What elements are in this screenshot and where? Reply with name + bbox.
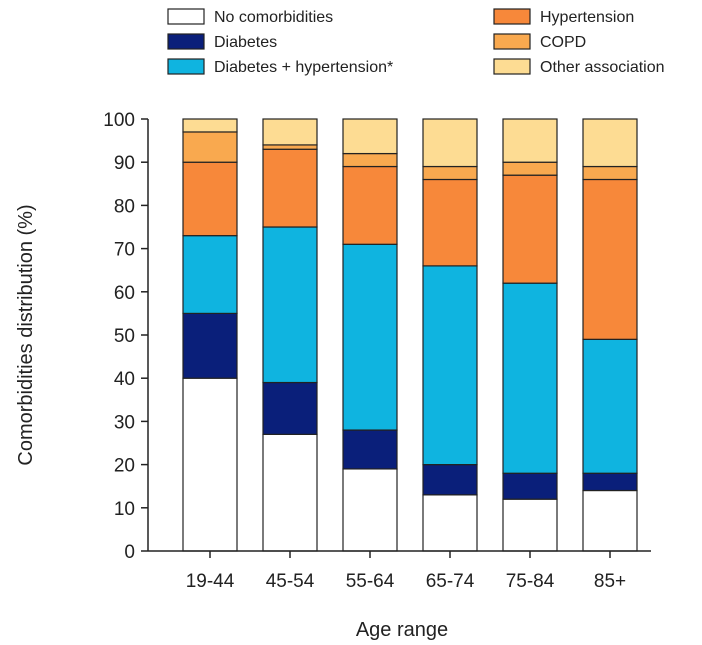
bar-segment-copd-85 — [582, 165, 638, 181]
bar-stack-55-64 — [342, 118, 398, 552]
bar-segment-diabetes-55-64 — [342, 429, 398, 470]
bar-segment-copd-45-54 — [262, 144, 318, 150]
bar-segment-other-association-65-74 — [422, 118, 478, 168]
bar-stack-75-84 — [502, 118, 558, 552]
x-tick-label-75-84: 75-84 — [506, 571, 555, 592]
bar-segment-hypertension-19-44 — [182, 161, 238, 237]
bar-segment-no-comorbidities-85 — [582, 489, 638, 552]
bar-segment-other-association-45-54 — [262, 118, 318, 146]
bar-segment-diabetes-45-54 — [262, 381, 318, 435]
y-tick-label-90: 90 — [114, 153, 135, 174]
y-axis-title: Comorbidities distribution (%) — [15, 204, 37, 465]
legend-item-other-association: Other association — [493, 58, 665, 76]
bar-segment-diabetes-hypertension-19-44 — [182, 235, 238, 315]
legend-item-copd: COPD — [493, 33, 586, 51]
bar-stack-45-54 — [262, 118, 318, 552]
legend-item-no-comorbidities: No comorbidities — [167, 8, 333, 26]
y-tick-label-70: 70 — [114, 240, 135, 261]
y-tick-label-100: 100 — [103, 110, 135, 131]
y-tick-label-60: 60 — [114, 283, 135, 304]
legend-swatch-diabetes-hypertension — [167, 58, 205, 75]
y-tick-label-20: 20 — [114, 456, 135, 477]
legend-swatch-hypertension — [493, 8, 531, 25]
legend-label-diabetes-hypertension: Diabetes + hypertension* — [214, 59, 393, 76]
legend: No comorbidities Diabetes Diabetes + hyper… — [167, 8, 665, 76]
bar-segment-diabetes-hypertension-75-84 — [502, 282, 558, 474]
legend-label-no-comorbidities: No comorbidities — [214, 9, 333, 26]
y-tick-label-0: 0 — [124, 542, 135, 563]
y-tick-label-50: 50 — [114, 326, 135, 347]
x-tick-label-55-64: 55-64 — [346, 571, 395, 592]
bar-stack-65-74 — [422, 118, 478, 552]
legend-label-other-association: Other association — [540, 59, 665, 76]
bar-segment-diabetes-hypertension-85 — [582, 338, 638, 474]
bar-segment-diabetes-hypertension-55-64 — [342, 243, 398, 431]
legend-item-diabetes: Diabetes — [167, 33, 277, 51]
bar-segment-copd-55-64 — [342, 152, 398, 168]
bar-segment-no-comorbidities-55-64 — [342, 468, 398, 552]
bar-segment-other-association-19-44 — [182, 118, 238, 133]
legend-item-hypertension: Hypertension — [493, 8, 634, 26]
x-tick-label-19-44: 19-44 — [186, 571, 235, 592]
x-axis-title: Age range — [356, 619, 448, 641]
legend-label-diabetes: Diabetes — [214, 34, 277, 51]
bar-segment-diabetes-hypertension-45-54 — [262, 226, 318, 384]
y-tick-label-80: 80 — [114, 196, 135, 217]
x-tick-label-65-74: 65-74 — [426, 571, 475, 592]
bar-segment-hypertension-85 — [582, 178, 638, 340]
x-tick-label-45-54: 45-54 — [266, 571, 315, 592]
bar-segment-copd-75-84 — [502, 161, 558, 176]
bars-group — [182, 118, 638, 552]
y-tick-label-30: 30 — [114, 412, 135, 433]
bar-segment-diabetes-hypertension-65-74 — [422, 265, 478, 466]
bar-segment-hypertension-55-64 — [342, 165, 398, 245]
bar-segment-no-comorbidities-75-84 — [502, 498, 558, 552]
bar-stack-19-44 — [182, 118, 238, 552]
x-tick-label-85: 85+ — [594, 571, 626, 592]
bar-segment-no-comorbidities-45-54 — [262, 433, 318, 552]
bar-stack-85 — [582, 118, 638, 552]
bar-segment-other-association-55-64 — [342, 118, 398, 155]
legend-swatch-no-comorbidities — [167, 8, 205, 25]
legend-label-copd: COPD — [540, 34, 586, 51]
legend-swatch-diabetes — [167, 33, 205, 50]
axes-group: 0 10 20 30 40 50 60 70 80 90 100 19-44 45-54 55-64 65-… — [103, 110, 651, 592]
y-tick-label-40: 40 — [114, 369, 135, 390]
bar-segment-diabetes-19-44 — [182, 312, 238, 379]
bar-segment-diabetes-85 — [582, 472, 638, 492]
bar-segment-no-comorbidities-65-74 — [422, 494, 478, 552]
bar-segment-other-association-75-84 — [502, 118, 558, 163]
bar-segment-diabetes-75-84 — [502, 472, 558, 500]
bar-segment-hypertension-75-84 — [502, 174, 558, 284]
y-tick-label-10: 10 — [114, 499, 135, 520]
legend-item-diabetes-hypertension: Diabetes + hypertension* — [167, 58, 393, 76]
bar-segment-other-association-85 — [582, 118, 638, 168]
bar-segment-hypertension-65-74 — [422, 178, 478, 267]
legend-label-hypertension: Hypertension — [540, 9, 634, 26]
bar-segment-no-comorbidities-19-44 — [182, 377, 238, 552]
bar-segment-diabetes-65-74 — [422, 464, 478, 496]
legend-swatch-other-association — [493, 58, 531, 75]
bar-segment-copd-19-44 — [182, 131, 238, 163]
bar-segment-copd-65-74 — [422, 165, 478, 181]
legend-swatch-copd — [493, 33, 531, 50]
bar-segment-hypertension-45-54 — [262, 148, 318, 228]
